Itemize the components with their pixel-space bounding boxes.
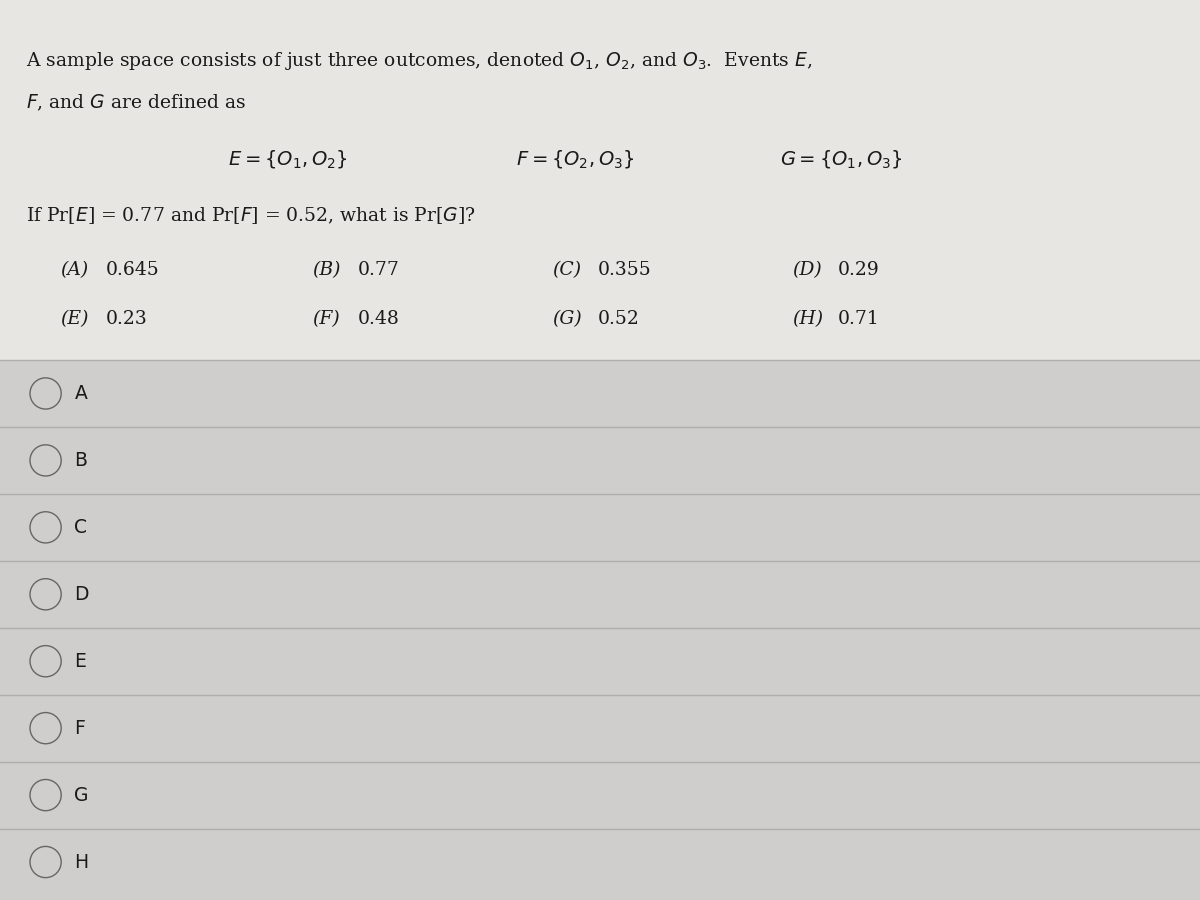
Text: 0.29: 0.29 <box>838 261 880 279</box>
Text: If Pr[$E$] = 0.77 and Pr[$F$] = 0.52, what is Pr[$G$]?: If Pr[$E$] = 0.77 and Pr[$F$] = 0.52, wh… <box>26 205 476 226</box>
Text: 0.355: 0.355 <box>598 261 652 279</box>
Text: A: A <box>74 384 88 403</box>
Text: D: D <box>74 585 89 604</box>
Text: (G): (G) <box>552 310 582 328</box>
FancyBboxPatch shape <box>0 0 1200 360</box>
Text: B: B <box>74 451 88 470</box>
Text: (A): (A) <box>60 261 89 279</box>
Text: (H): (H) <box>792 310 823 328</box>
Text: $G = \{O_1, O_3\}$: $G = \{O_1, O_3\}$ <box>780 148 902 170</box>
Text: E: E <box>74 652 86 670</box>
Text: (E): (E) <box>60 310 89 328</box>
Text: 0.52: 0.52 <box>598 310 640 328</box>
Text: A sample space consists of just three outcomes, denoted $O_1$, $O_2$, and $O_3$.: A sample space consists of just three ou… <box>26 50 812 71</box>
Text: 0.77: 0.77 <box>358 261 400 279</box>
Text: F: F <box>74 719 85 738</box>
Text: G: G <box>74 786 89 805</box>
Text: 0.71: 0.71 <box>838 310 880 328</box>
Text: $F = \{O_2, O_3\}$: $F = \{O_2, O_3\}$ <box>516 148 635 170</box>
Text: 0.645: 0.645 <box>106 261 160 279</box>
Text: $E = \{O_1, O_2\}$: $E = \{O_1, O_2\}$ <box>228 148 348 170</box>
Text: (D): (D) <box>792 261 822 279</box>
Text: (C): (C) <box>552 261 581 279</box>
Text: (F): (F) <box>312 310 340 328</box>
Text: H: H <box>74 852 89 871</box>
Text: (B): (B) <box>312 261 341 279</box>
Text: $F$, and $G$ are defined as: $F$, and $G$ are defined as <box>26 93 247 113</box>
Text: 0.48: 0.48 <box>358 310 400 328</box>
Text: C: C <box>74 518 88 536</box>
Text: 0.23: 0.23 <box>106 310 148 328</box>
